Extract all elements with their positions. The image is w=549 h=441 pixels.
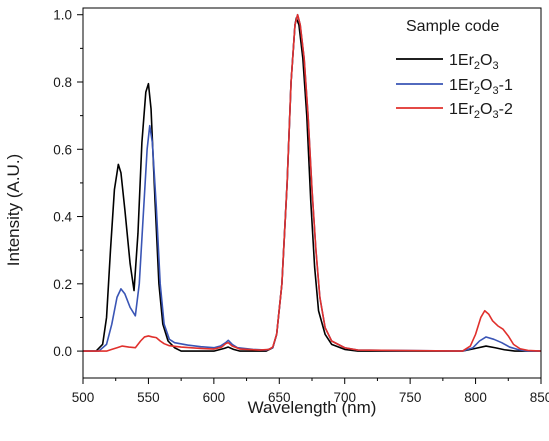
legend-label-2: 1Er2O3-2: [449, 101, 513, 121]
legend-label-0: 1Er2O3: [449, 52, 499, 72]
x-tick-label: 850: [530, 390, 549, 405]
legend: Sample code 1Er2O3 1Er2O3-1 1Er2O3-2: [396, 18, 513, 121]
series-line-0: [83, 17, 541, 352]
x-tick-label: 700: [333, 390, 356, 405]
series-layer: [83, 13, 542, 352]
x-tick-label: 800: [464, 390, 487, 405]
series-line-2: [83, 13, 542, 352]
x-tick-label: 550: [137, 390, 160, 405]
x-axis-label: Wavelength (nm): [248, 398, 377, 417]
legend-title: Sample code: [406, 18, 499, 35]
y-tick-label: 0.4: [53, 210, 72, 225]
x-tick-label: 500: [72, 390, 95, 405]
y-tick-label: 1.0: [53, 8, 72, 23]
legend-entry-0: 1Er2O3: [396, 52, 499, 72]
legend-entry-2: 1Er2O3-2: [396, 101, 513, 121]
legend-entry-1: 1Er2O3-1: [396, 77, 513, 97]
y-tick-label: 0.6: [53, 142, 72, 157]
x-tick-label: 600: [203, 390, 226, 405]
y-axis-label: Intensity (A.U.): [4, 154, 23, 266]
x-tick-label: 750: [399, 390, 422, 405]
y-tick-label: 0.2: [53, 277, 72, 292]
x-tick-label: 650: [268, 390, 291, 405]
y-tick-label: 0.0: [53, 344, 72, 359]
ticks-layer: 500 550 600 650 700 750 800 850 0.0 0.2 0.4 0.6 0.8 1…: [53, 8, 549, 405]
legend-label-1: 1Er2O3-1: [449, 77, 513, 97]
y-tick-label: 0.8: [53, 75, 72, 90]
